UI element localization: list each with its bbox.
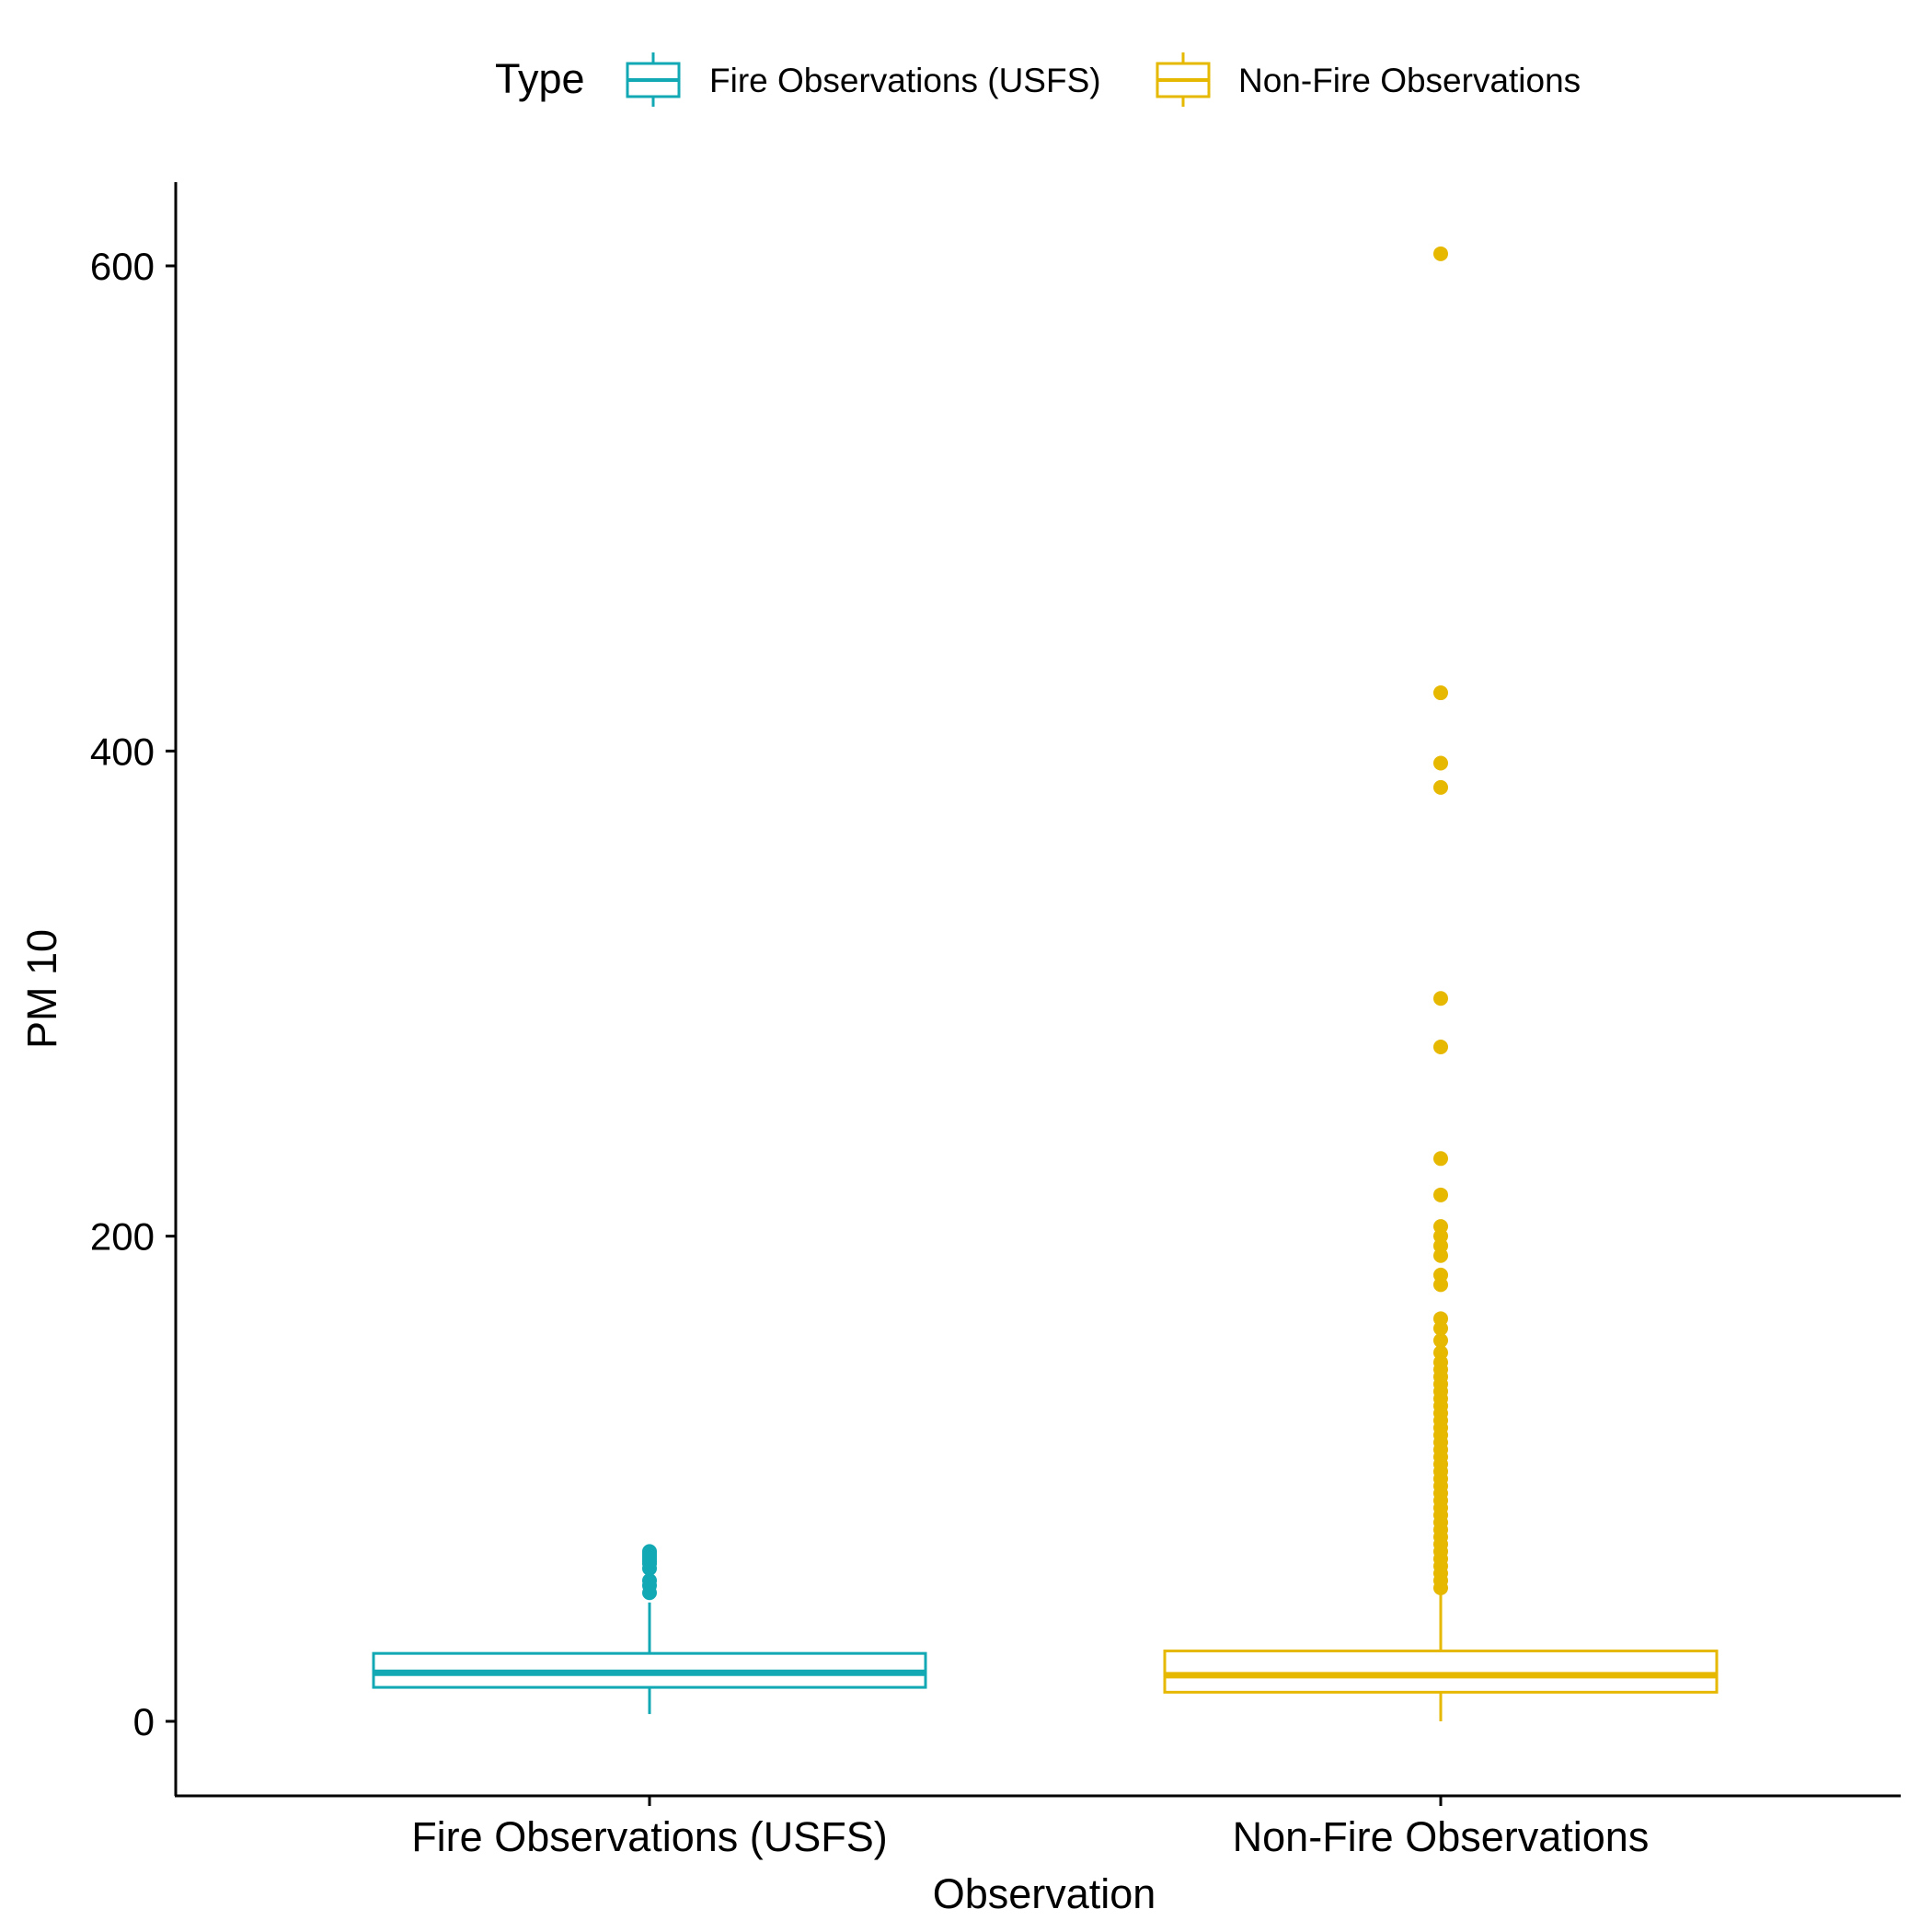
legend: Type Fire Observations (USFS) Non-Fire O… (495, 52, 1581, 107)
outlier-point (642, 1573, 657, 1589)
outlier-point (1433, 1267, 1448, 1282)
legend-label-non-fire: Non-Fire Observations (1238, 62, 1581, 99)
outlier-point (1433, 246, 1448, 261)
iqr-box (1163, 1650, 1719, 1694)
legend-key-non-fire (1156, 52, 1211, 107)
y-axis-title: PM 10 (18, 929, 65, 1049)
y-tick-label: 200 (90, 1215, 155, 1259)
box-non-fire (1163, 246, 1719, 1721)
legend-title: Type (495, 55, 585, 102)
y-tick-label: 0 (133, 1700, 155, 1743)
x-tick-label: Non-Fire Observations (1233, 1813, 1650, 1860)
x-tick-label: Fire Observations (USFS) (411, 1813, 888, 1860)
outlier-point (1433, 685, 1448, 701)
legend-key-fire (626, 52, 681, 107)
outlier-point (1433, 1219, 1448, 1235)
y-tick-label: 400 (90, 730, 155, 773)
x-axis-title: Observation (933, 1870, 1156, 1917)
outlier-point (1433, 1187, 1448, 1202)
outlier-point (1433, 1040, 1448, 1055)
outlier-point (1433, 1311, 1448, 1327)
legend-label-fire: Fire Observations (USFS) (709, 62, 1101, 99)
outlier-point (1433, 1151, 1448, 1167)
y-ticks: 0 200 400 600 (90, 245, 176, 1743)
y-tick-label: 600 (90, 245, 155, 288)
outlier-point (1433, 779, 1448, 795)
outlier-point (1433, 755, 1448, 771)
outlier-point (1433, 1345, 1448, 1361)
boxes (372, 246, 1719, 1721)
outlier-point (1433, 991, 1448, 1006)
box-fire (372, 1544, 927, 1715)
outlier-point (642, 1544, 657, 1559)
x-ticks: Fire Observations (USFS) Non-Fire Observa… (411, 1796, 1649, 1860)
outlier-point (1433, 1333, 1448, 1349)
